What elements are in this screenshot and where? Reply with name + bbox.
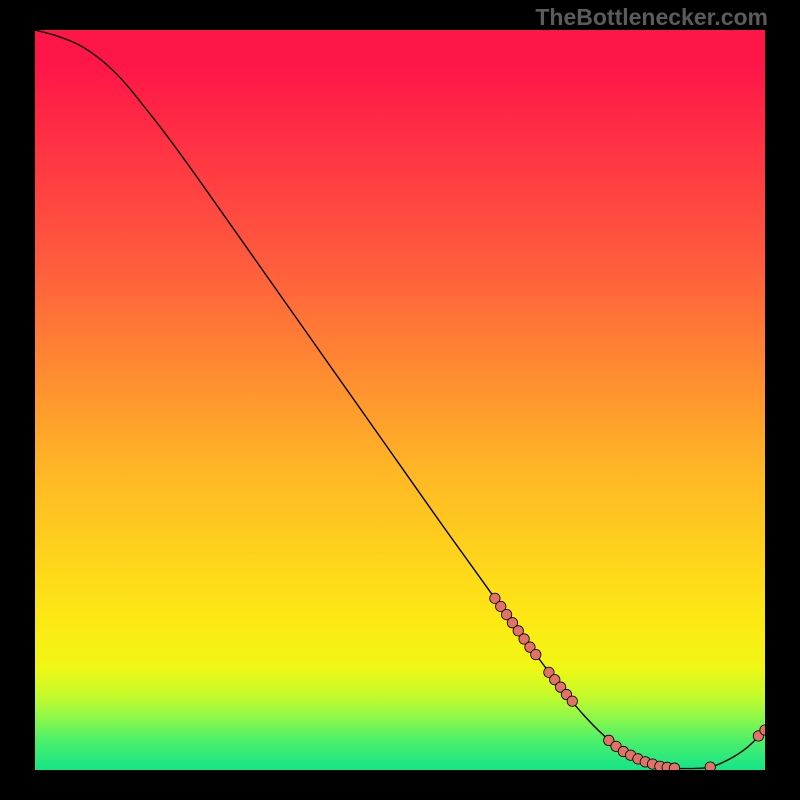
data-marker bbox=[490, 593, 500, 603]
data-marker bbox=[567, 696, 577, 706]
data-marker bbox=[760, 725, 765, 735]
data-marker bbox=[507, 618, 517, 628]
data-marker bbox=[550, 675, 560, 685]
data-marker bbox=[705, 762, 715, 770]
data-marker bbox=[531, 649, 541, 659]
data-marker bbox=[625, 750, 635, 760]
data-marker bbox=[561, 689, 571, 699]
data-marker bbox=[669, 763, 679, 770]
data-marker bbox=[501, 609, 511, 619]
watermark-text: TheBottlenecker.com bbox=[535, 4, 768, 31]
data-marker bbox=[753, 731, 763, 741]
data-marker bbox=[513, 626, 523, 636]
data-marker bbox=[544, 667, 554, 677]
data-marker bbox=[618, 746, 628, 756]
data-marker bbox=[647, 759, 657, 769]
data-marker bbox=[633, 754, 643, 764]
data-marker bbox=[662, 762, 672, 770]
curve-layer bbox=[35, 30, 765, 770]
data-marker bbox=[496, 601, 506, 611]
data-marker bbox=[611, 741, 621, 751]
bottleneck-curve bbox=[35, 30, 765, 769]
markers-layer bbox=[35, 30, 765, 770]
data-marker bbox=[655, 761, 665, 770]
chart-stage: TheBottlenecker.com bbox=[0, 0, 800, 800]
data-marker bbox=[519, 634, 529, 644]
data-marker bbox=[555, 682, 565, 692]
data-marker bbox=[640, 757, 650, 767]
data-marker bbox=[604, 735, 614, 745]
data-marker bbox=[525, 642, 535, 652]
plot-area bbox=[35, 30, 765, 770]
